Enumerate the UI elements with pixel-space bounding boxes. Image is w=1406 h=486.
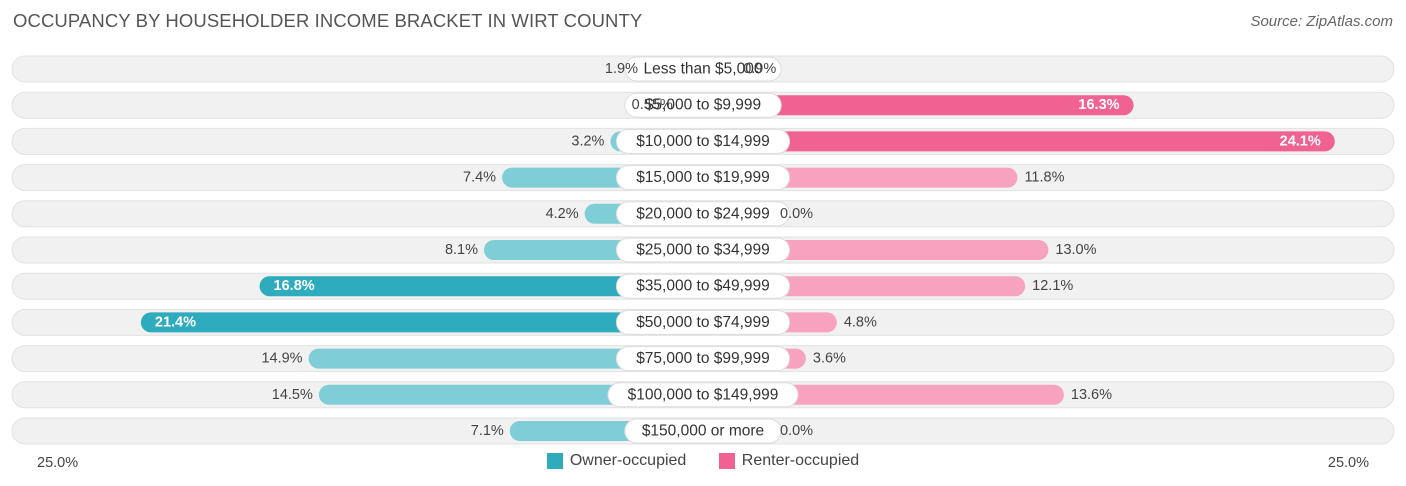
axis-label-left: 25.0% <box>37 455 79 471</box>
renter-value-label: 11.8% <box>1024 170 1064 186</box>
legend-item-owner[interactable]: Owner-occupied <box>546 452 687 470</box>
renter-value-label: 0.9% <box>743 61 776 77</box>
category-label: Less than $5,000 <box>644 61 763 78</box>
legend-swatch-owner <box>546 453 563 469</box>
category-label-bg <box>607 382 799 408</box>
category-label: $20,000 to $24,999 <box>636 205 770 222</box>
category-label: $15,000 to $19,999 <box>636 169 770 186</box>
owner-value-label: 7.4% <box>463 170 496 186</box>
renter-value-label: 0.0% <box>780 423 813 439</box>
category-label-bg <box>615 273 791 299</box>
axis-label-right: 25.0% <box>1327 455 1369 471</box>
legend-item-renter[interactable]: Renter-occupied <box>718 452 860 470</box>
category-label: $5,000 to $9,999 <box>645 97 761 114</box>
owner-value-label: 14.5% <box>272 387 313 403</box>
category-label-bg <box>624 418 782 444</box>
category-label-bg <box>615 346 791 372</box>
renter-value-label: 12.1% <box>1032 278 1073 294</box>
owner-value-label: 1.9% <box>605 61 638 77</box>
owner-value-label: 7.1% <box>471 423 504 439</box>
chart-title: OCCUPANCY BY HOUSEHOLDER INCOME BRACKET … <box>13 10 643 31</box>
renter-bar <box>703 240 1049 260</box>
chart-legend: Owner-occupied Renter-occupied <box>0 452 1406 474</box>
owner-value-label: 16.8% <box>274 278 315 294</box>
category-label-bg <box>615 201 791 227</box>
category-label: $50,000 to $74,999 <box>636 314 770 331</box>
renter-bar <box>703 95 1134 116</box>
renter-bar <box>703 131 1335 152</box>
renter-value-label: 3.6% <box>813 351 846 367</box>
renter-value-label: 16.3% <box>1078 97 1119 113</box>
category-label: $100,000 to $149,999 <box>628 386 779 403</box>
owner-value-label: 8.1% <box>445 242 478 258</box>
category-label: $10,000 to $14,999 <box>636 133 770 150</box>
category-label: $150,000 or more <box>642 423 764 440</box>
renter-value-label: 0.0% <box>780 206 813 222</box>
legend-swatch-renter <box>718 453 735 469</box>
category-label: $75,000 to $99,999 <box>636 350 770 367</box>
owner-bar <box>140 312 703 333</box>
owner-value-label: 0.55% <box>632 97 673 113</box>
renter-value-label: 24.1% <box>1280 133 1321 149</box>
category-label-bg <box>615 309 791 335</box>
chart-source: Source: ZipAtlas.com <box>1250 13 1393 30</box>
renter-value-label: 13.6% <box>1071 387 1112 403</box>
owner-value-label: 4.2% <box>546 206 579 222</box>
category-label-bg <box>615 165 791 191</box>
owner-value-label: 14.9% <box>261 351 302 367</box>
category-label: $25,000 to $34,999 <box>636 242 770 259</box>
category-label-bg <box>624 92 782 118</box>
legend-label-owner: Owner-occupied <box>569 452 687 469</box>
renter-value-label: 13.0% <box>1055 242 1096 258</box>
category-label-bg <box>615 237 791 263</box>
owner-bar <box>259 276 703 297</box>
owner-value-label: 3.2% <box>571 133 604 149</box>
owner-bar <box>308 348 703 369</box>
owner-bar <box>318 384 703 405</box>
category-label-bg <box>615 128 791 154</box>
category-label: $35,000 to $49,999 <box>636 278 770 295</box>
category-label-bg <box>624 56 782 82</box>
owner-value-label: 21.4% <box>155 314 196 330</box>
legend-label-renter: Renter-occupied <box>741 452 860 469</box>
renter-value-label: 4.8% <box>844 314 877 330</box>
